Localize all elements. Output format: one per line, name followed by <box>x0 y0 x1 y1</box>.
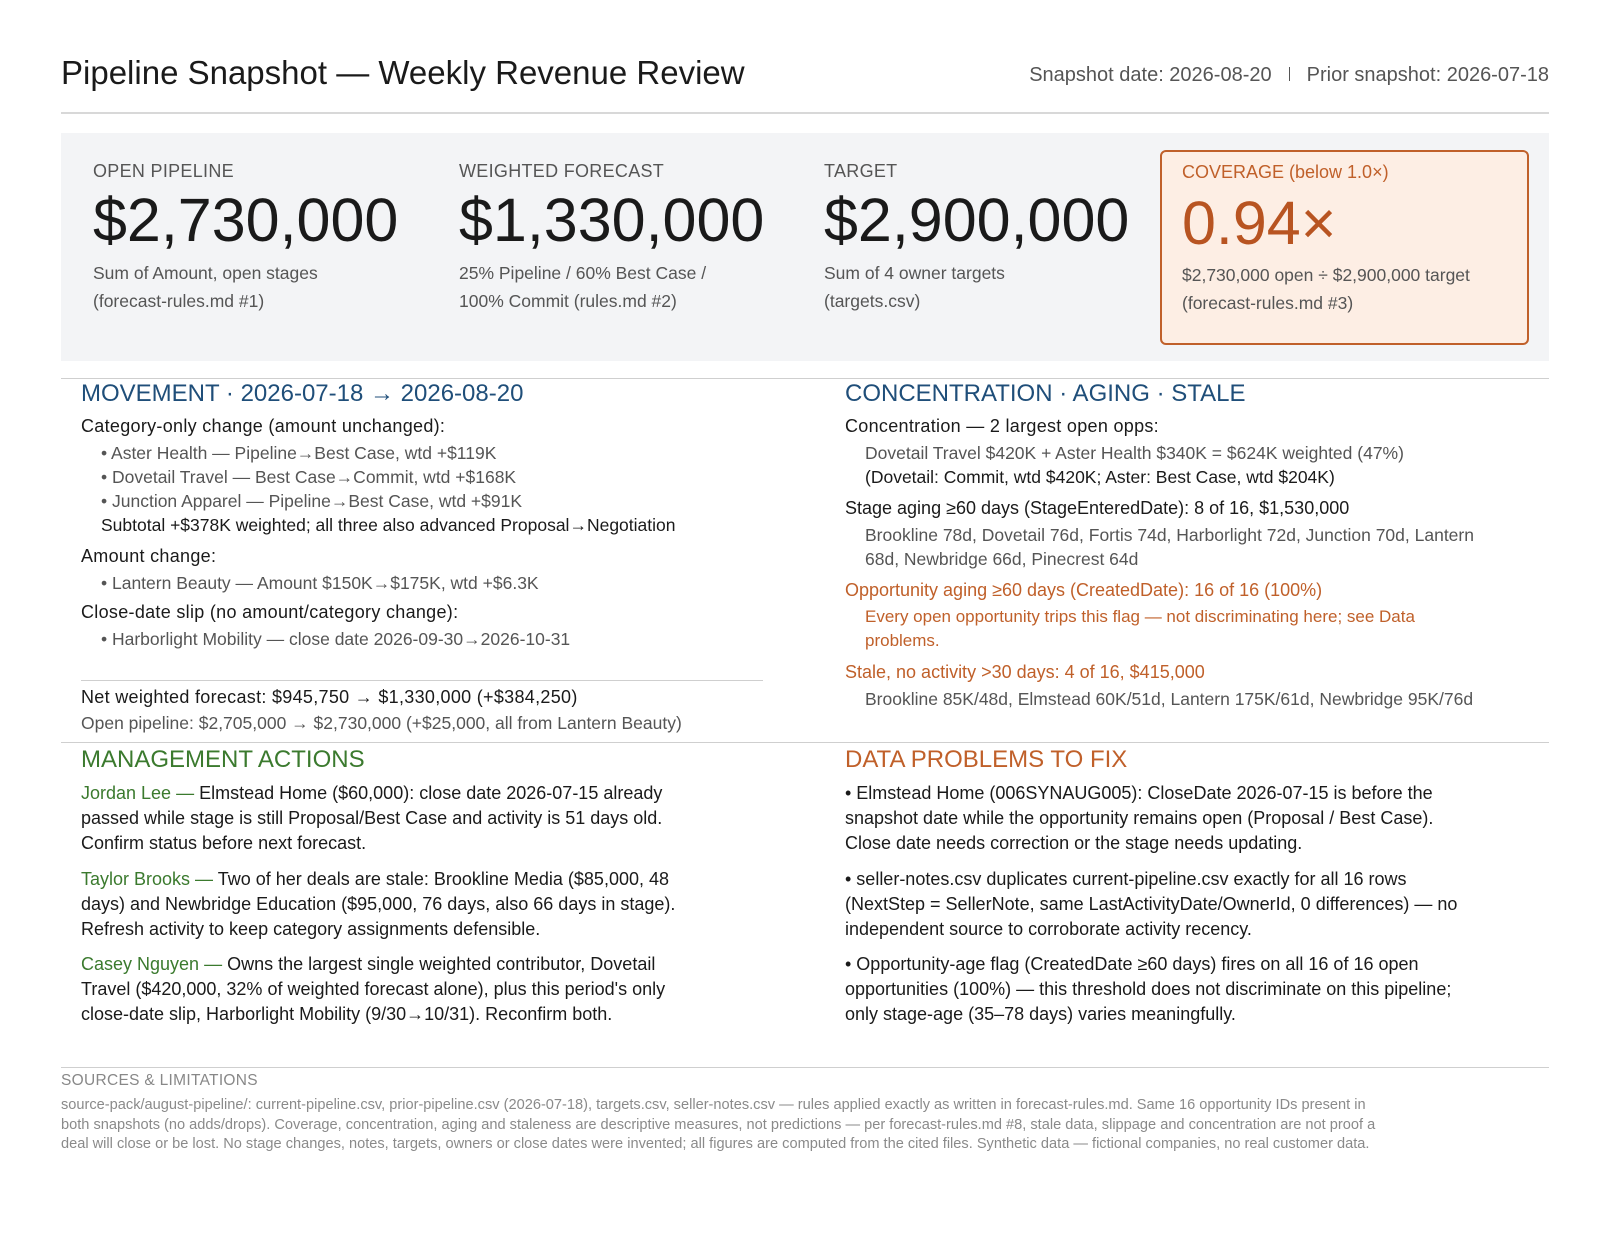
sources-title: SOURCES & LIMITATIONS <box>61 1072 258 1089</box>
data-problem-item: • seller-notes.csv duplicates current-pi… <box>845 867 1457 942</box>
kpi-value: $1,330,000 <box>459 186 765 254</box>
data-problem-text: snapshot date while the opportunity rema… <box>845 808 1434 828</box>
stage-aging-heading: Stage aging ≥60 days (StageEnteredDate):… <box>845 498 1350 518</box>
list-item: • Dovetail Travel — Best Case→Commit, wt… <box>101 467 517 487</box>
kpi-label: OPEN PIPELINE <box>93 161 234 181</box>
action-item: Jordan Lee — Elmstead Home ($60,000): cl… <box>81 781 662 856</box>
action-text: passed while stage is still Proposal/Bes… <box>81 808 663 828</box>
stale-heading: Stale, no activity >30 days: 4 of 16, $4… <box>845 662 1205 682</box>
action-text: Refresh activity to keep category assign… <box>81 919 541 939</box>
movement-amount-heading: Amount change: <box>81 546 217 566</box>
actions-title: MANAGEMENT ACTIONS <box>81 746 365 773</box>
section-divider <box>61 742 1549 743</box>
kpi-note-line: (forecast-rules.md #3) <box>1182 293 1354 313</box>
kpi-note-line: 100% Commit (rules.md #2) <box>459 291 677 311</box>
sources-divider <box>61 1067 1549 1068</box>
data-problem-text: independent source to corroborate activi… <box>845 919 1252 939</box>
stage-aging-detail: Brookline 78d, Dovetail 76d, Fortis 74d,… <box>865 525 1474 545</box>
data-problem-item: • Opportunity-age flag (CreatedDate ≥60 … <box>845 952 1451 1027</box>
section-divider <box>61 378 1549 379</box>
list-item: • Harborlight Mobility — close date 2026… <box>101 629 571 649</box>
stale-detail: Brookline 85K/48d, Elmstead 60K/51d, Lan… <box>865 689 1474 709</box>
sources-line: both snapshots (no adds/drops). Coverage… <box>61 1116 1376 1133</box>
kpi-value: $2,730,000 <box>93 186 399 254</box>
data-problem-text: • Opportunity-age flag (CreatedDate ≥60 … <box>845 954 1419 974</box>
kpi-note: 25% Pipeline / 60% Best Case / 100% Comm… <box>459 259 706 315</box>
list-item: • Aster Health — Pipeline→Best Case, wtd… <box>101 443 497 463</box>
kpi-note: Sum of Amount, open stages (forecast-rul… <box>93 259 318 315</box>
data-problem-text: • seller-notes.csv duplicates current-pi… <box>845 869 1407 889</box>
kpi-label: WEIGHTED FORECAST <box>459 161 665 181</box>
sources-line: source-pack/august-pipeline/: current-pi… <box>61 1097 1366 1113</box>
kpi-note-line: 25% Pipeline / 60% Best Case / <box>459 263 707 283</box>
data-problem-text: Close date needs correction or the stage… <box>845 833 1303 853</box>
action-owner: Taylor Brooks — <box>81 869 214 889</box>
movement-title: MOVEMENT · 2026-07-18 → 2026-08-20 <box>81 380 524 407</box>
stage-aging-detail: 68d, Newbridge 66d, Pinecrest 64d <box>865 549 1139 569</box>
action-text: Owns the largest single weighted contrib… <box>227 954 656 974</box>
meta-divider <box>1288 67 1290 81</box>
action-text: Elmstead Home ($60,000): close date 2026… <box>199 783 663 803</box>
action-text: days) and Newbridge Education ($95,000, … <box>81 894 676 914</box>
opportunity-aging-detail: problems. <box>865 631 940 650</box>
data-problem-item: • Elmstead Home (006SYNAUG005): CloseDat… <box>845 781 1433 856</box>
data-problems-title: DATA PROBLEMS TO FIX <box>845 746 1128 773</box>
action-text: Travel ($420,000, 32% of weighted foreca… <box>81 979 666 999</box>
data-problem-text: only stage-age (35–78 days) varies meani… <box>845 1004 1236 1024</box>
concentration-detail: Dovetail Travel $420K + Aster Health $34… <box>865 443 1404 463</box>
sources-text: source-pack/august-pipeline/: current-pi… <box>61 1096 1549 1155</box>
net-weighted-forecast: Net weighted forecast: $945,750 → $1,330… <box>81 687 578 707</box>
kpi-label: COVERAGE (below 1.0×) <box>1182 162 1389 182</box>
concentration-note: (Dovetail: Commit, wtd $420K; Aster: Bes… <box>865 467 1335 487</box>
data-problem-text: • Elmstead Home (006SYNAUG005): CloseDat… <box>845 783 1433 803</box>
kpi-note-line: (forecast-rules.md #1) <box>93 291 265 311</box>
data-problem-text: opportunities (100%) — this threshold do… <box>845 979 1452 999</box>
page-title: Pipeline Snapshot — Weekly Revenue Revie… <box>61 54 745 91</box>
kpi-value: 0.94× <box>1182 189 1337 257</box>
opportunity-aging-detail: Every open opportunity trips this flag —… <box>865 607 1415 626</box>
action-text: Two of her deals are stale: Brookline Me… <box>217 869 669 889</box>
list-item: • Junction Apparel — Pipeline→Best Case,… <box>101 491 523 511</box>
action-text: Confirm status before next forecast. <box>81 833 367 853</box>
kpi-note-line: (targets.csv) <box>824 291 921 311</box>
action-item: Taylor Brooks — Two of her deals are sta… <box>81 867 675 942</box>
kpi-note-line: Sum of 4 owner targets <box>824 263 1005 283</box>
kpi-note-line: Sum of Amount, open stages <box>93 263 318 283</box>
opportunity-aging-heading: Opportunity aging ≥60 days (CreatedDate)… <box>845 580 1323 600</box>
kpi-note-line: $2,730,000 open ÷ $2,900,000 target <box>1182 265 1470 285</box>
sources-line: deal will close or be lost. No stage cha… <box>61 1136 1370 1152</box>
snapshot-meta: Snapshot date: 2026-08-20 Prior snapshot:… <box>1029 64 1549 87</box>
concentration-heading: Concentration — 2 largest open opps: <box>845 416 1159 436</box>
data-problem-text: (NextStep = SellerNote, same LastActivit… <box>845 894 1458 914</box>
movement-category-heading: Category-only change (amount unchanged): <box>81 416 446 436</box>
snapshot-date: Snapshot date: 2026-08-20 <box>1029 64 1272 86</box>
movement-category-subtotal: Subtotal +$378K weighted; all three also… <box>101 515 676 535</box>
action-text: close-date slip, Harborlight Mobility (9… <box>81 1004 613 1024</box>
list-item: • Lantern Beauty — Amount $150K→$175K, w… <box>101 573 539 593</box>
movement-slip-heading: Close-date slip (no amount/category chan… <box>81 602 459 622</box>
kpi-coverage-alert: COVERAGE (below 1.0×) 0.94× $2,730,000 o… <box>1160 150 1529 345</box>
action-item: Casey Nguyen — Owns the largest single w… <box>81 952 665 1027</box>
movement-summary-divider <box>81 680 763 681</box>
kpi-label: TARGET <box>824 161 898 181</box>
open-pipeline-change: Open pipeline: $2,705,000 → $2,730,000 (… <box>81 713 682 733</box>
action-owner: Jordan Lee — <box>81 783 195 803</box>
kpi-value: $2,900,000 <box>824 186 1130 254</box>
prior-snapshot-date: Prior snapshot: 2026-07-18 <box>1306 64 1549 86</box>
concentration-title: CONCENTRATION · AGING · STALE <box>845 380 1246 407</box>
kpi-note: Sum of 4 owner targets (targets.csv) <box>824 259 1005 315</box>
action-owner: Casey Nguyen — <box>81 954 223 974</box>
kpi-note: $2,730,000 open ÷ $2,900,000 target (for… <box>1182 261 1470 317</box>
page-header: Pipeline Snapshot — Weekly Revenue Revie… <box>61 52 1549 114</box>
